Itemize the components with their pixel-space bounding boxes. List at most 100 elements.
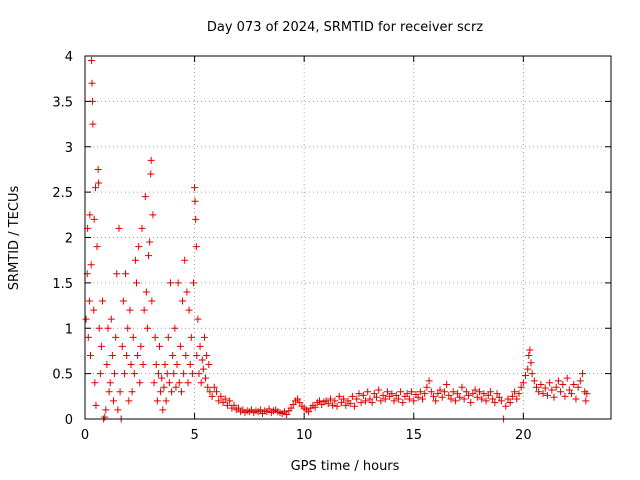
data-point [112,333,120,341]
data-point [86,351,94,359]
data-point [174,279,182,287]
data-point [491,399,499,407]
data-point [504,395,512,403]
data-point [171,324,179,332]
data-point [111,370,119,378]
data-point [537,381,545,389]
grid-lines [85,56,611,419]
data-point [554,377,562,385]
data-point [283,410,291,418]
data-point [170,370,178,378]
data-point [525,351,533,359]
data-point [137,342,145,350]
data-point [561,392,569,400]
data-point [198,356,206,364]
data-point [539,390,547,398]
data-point [526,346,534,354]
data-point [421,390,429,398]
data-point [118,342,126,350]
data-point [130,370,138,378]
data-point [205,361,213,369]
data-point [107,315,115,323]
data-point [403,390,411,398]
data-point [195,370,203,378]
data-point [124,324,132,332]
data-point [329,401,337,409]
data-point [197,379,205,387]
data-point [511,388,519,396]
data-point [552,383,560,391]
data-point [331,397,339,405]
data-point [256,406,264,414]
data-point [141,193,149,201]
data-point [150,379,158,387]
chart-title: Day 073 of 2024, SRMTID for receiver scr… [207,20,483,35]
y-tick-label: 0 [65,413,73,428]
data-point [177,388,185,396]
data-point [120,370,128,378]
data-point [156,342,164,350]
data-point [469,390,477,398]
y-tick-label: 4 [65,50,73,65]
data-point [184,379,192,387]
data-point [191,197,199,205]
y-tick-label: 0.5 [52,368,73,383]
data-point [513,395,521,403]
data-point [147,156,155,164]
data-point [165,379,173,387]
data-point [152,361,160,369]
data-point [199,365,207,373]
data-point [326,395,334,403]
data-point [203,351,211,359]
data-point [90,306,98,314]
data-point [388,390,396,398]
data-point [102,406,110,414]
data-point [191,184,199,192]
data-point [550,393,558,401]
data-point [419,395,427,403]
data-point [333,402,341,410]
data-point [97,342,105,350]
data-point [179,297,187,305]
y-tick-label: 1 [65,322,73,337]
data-point [101,413,109,421]
data-point [86,211,94,219]
data-point [583,390,591,398]
y-tick-label: 2.5 [52,186,73,201]
data-point [96,370,104,378]
data-point [164,333,172,341]
y-tick-label: 2 [65,232,73,247]
data-point [133,279,141,287]
data-point [169,351,177,359]
data-point [82,315,90,323]
data-point [429,392,437,400]
data-point [104,324,112,332]
data-point [311,403,319,411]
data-point [335,392,343,400]
data-point [213,388,220,396]
x-tick-label: 10 [296,428,313,443]
data-point [265,405,273,413]
data-point [543,391,551,399]
data-point [456,393,464,401]
data-point [103,361,111,369]
data-point [131,256,139,264]
data-point [160,383,168,391]
data-point [99,297,107,305]
data-point [105,388,113,396]
data-point [200,333,208,341]
data-point [289,400,297,408]
data-point [223,401,231,409]
data-point [447,395,455,403]
data-point [145,252,153,260]
data-point [377,397,385,405]
data-point [192,243,200,251]
data-point [157,388,165,396]
data-point [405,395,413,403]
data-point [94,165,102,173]
data-point [153,397,161,405]
data-point [432,397,440,405]
data-point [449,388,457,396]
data-point [346,400,354,408]
data-point [92,401,100,409]
